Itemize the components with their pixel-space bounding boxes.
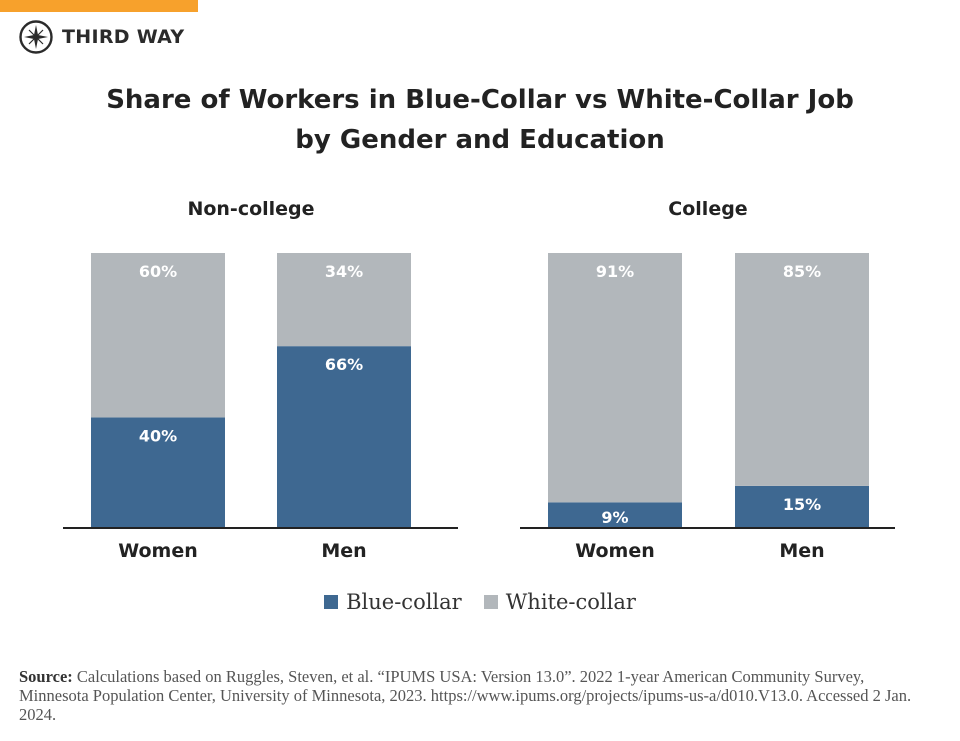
legend-item-blue-collar: Blue-collar [324,590,462,614]
source-text: Calculations based on Ruggles, Steven, e… [19,667,912,724]
panel-title: College [668,198,747,220]
bar-blue-collar [91,417,225,527]
x-tick-label: Men [779,540,824,562]
data-label: 85% [783,262,821,281]
legend-label: White-collar [505,590,636,614]
x-tick-label: Women [118,540,198,562]
bar-white-collar [548,253,682,503]
third-way-logo: THIRD WAY [19,20,184,54]
bar-white-collar [91,253,225,418]
compass-icon [19,20,53,54]
brand-accent-bar [0,0,198,12]
x-tick-label: Men [321,540,366,562]
panel-title: Non-college [187,198,314,220]
legend-item-white-collar: White-collar [483,590,636,614]
bar-white-collar [277,253,411,347]
data-label: 34% [325,262,363,281]
legend: Blue-collar White-collar [0,590,960,614]
source-label: Source: [19,667,73,686]
bar-blue-collar [548,502,682,527]
brand-name: THIRD WAY [62,26,185,48]
data-label: 66% [325,355,363,374]
bar-blue-collar [735,485,869,527]
bar-blue-collar [277,346,411,527]
legend-swatch-white-collar [483,595,498,609]
data-label: 91% [596,262,634,281]
chart-title: Share of Workers in Blue-Collar vs White… [0,80,960,160]
data-label: 9% [601,508,628,527]
source-note: Source: Calculations based on Ruggles, S… [19,667,919,724]
legend-swatch-blue-collar [324,595,339,609]
title-line-1: Share of Workers in Blue-Collar vs White… [106,85,854,115]
data-label: 40% [139,426,177,445]
x-tick-label: Women [575,540,655,562]
data-label: 15% [783,495,821,514]
legend-label: Blue-collar [346,590,462,614]
bar-white-collar [735,253,869,486]
title-line-2: by Gender and Education [295,125,665,155]
data-label: 60% [139,262,177,281]
